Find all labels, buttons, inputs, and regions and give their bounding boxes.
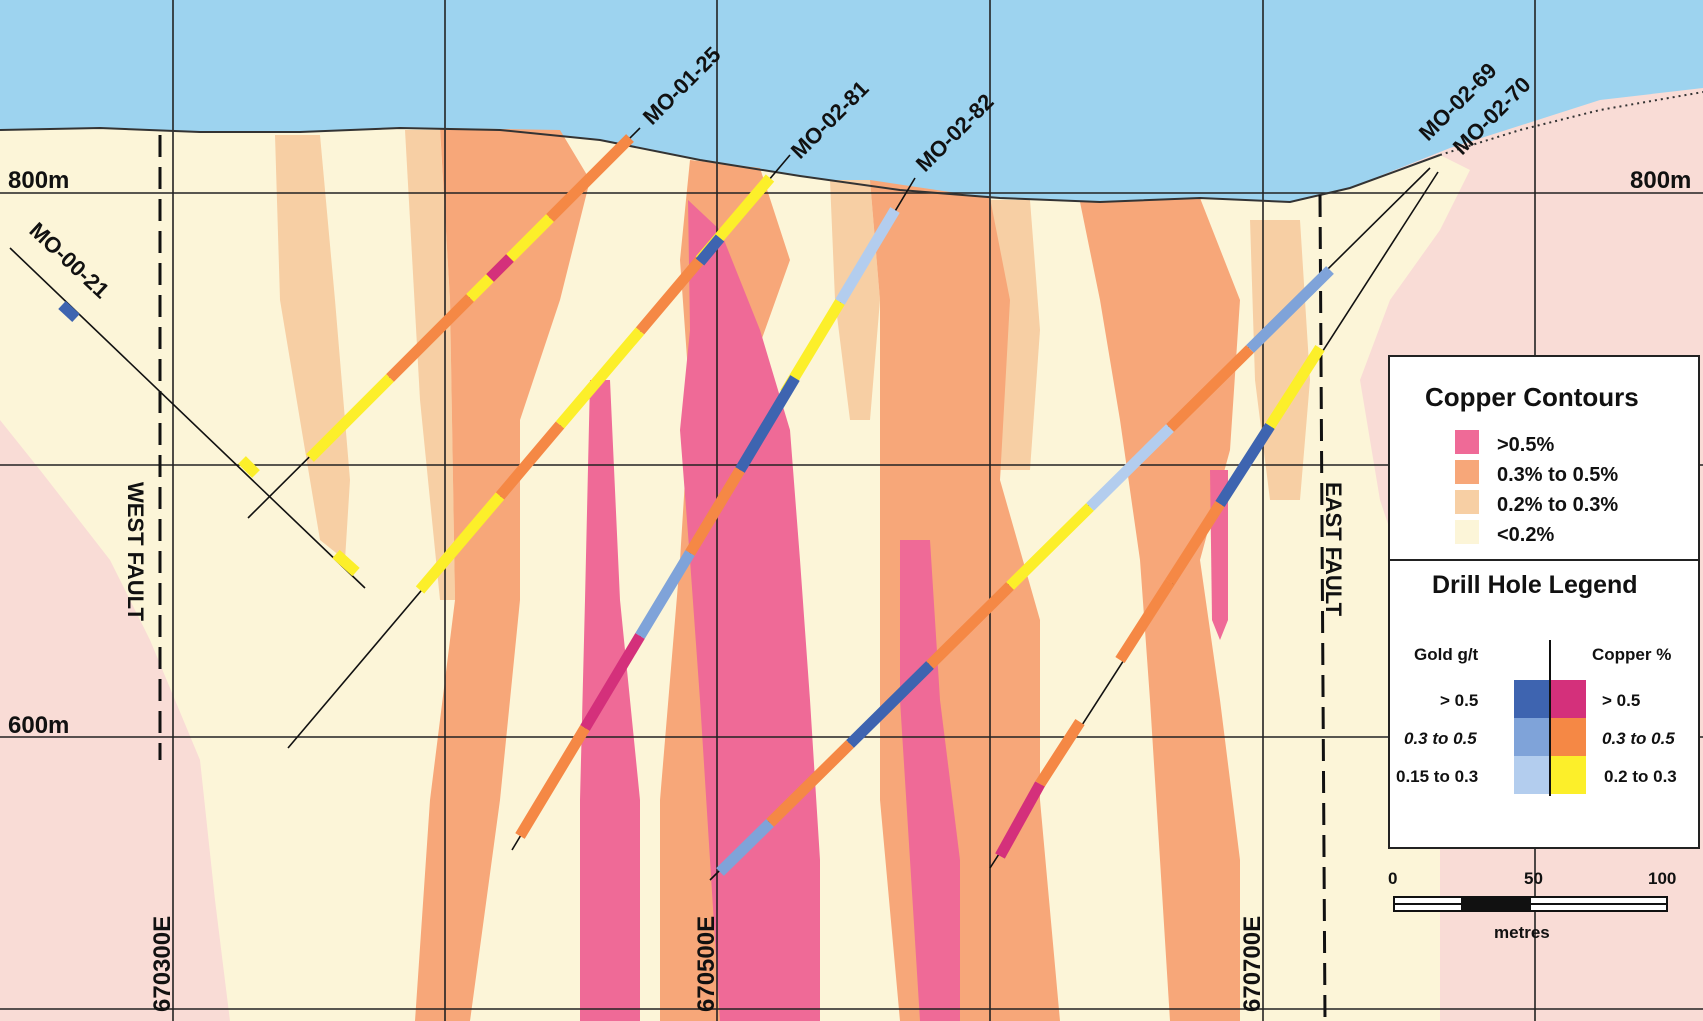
copper-swatch-0-3-0-5 — [1550, 718, 1586, 756]
interval-mo-01-25-b — [466, 214, 554, 302]
interval-mo-02-69-c — [1086, 424, 1174, 511]
contour-swatch-gt-0-5 — [1455, 430, 1479, 454]
contour-swatch-0-2-0-3 — [1455, 490, 1479, 514]
east-fault-line — [1318, 194, 1327, 1021]
interval-mo-01-25-e — [486, 254, 514, 282]
interval-mo-02-69-h — [716, 819, 774, 876]
interval-mo-02-69-d — [1006, 503, 1094, 590]
gold-swatch-0-3-0-5 — [1514, 718, 1550, 756]
copper-contours-title: Copper Contours — [1425, 382, 1639, 412]
elevation-label-right-800: 800m — [1630, 167, 1691, 194]
contour-label-0-3-0-5: 0.3% to 0.5% — [1497, 464, 1618, 486]
interval-mo-01-25-a — [546, 134, 634, 222]
gold-label-0-15-0-3: 0.15 to 0.3 — [1396, 767, 1478, 786]
interval-mo-01-25-c — [386, 294, 474, 382]
copper-header: Copper % — [1592, 645, 1671, 664]
interval-mo-02-82-a — [835, 207, 900, 305]
interval-mo-02-69-b — [1166, 345, 1254, 432]
interval-mo-02-69-e — [926, 582, 1014, 669]
drill-intervals — [58, 134, 1334, 876]
contour-label-lt-0-2: <0.2% — [1497, 524, 1554, 546]
scale-tick-100: 100 — [1648, 869, 1676, 888]
gold-label-0-3-0-5: 0.3 to 0.5 — [1404, 729, 1477, 748]
interval-mo-02-81-b — [635, 256, 705, 335]
interval-mo-02-70-c — [1165, 501, 1225, 585]
scale-unit: metres — [1494, 923, 1550, 942]
topography-line — [0, 126, 1441, 204]
interval-mo-02-69-a — [1246, 266, 1334, 353]
gold-swatch-gt-0-5 — [1514, 680, 1550, 718]
interval-mo-02-70-b — [1215, 423, 1275, 507]
east-fault-label: EAST FAULT — [1321, 482, 1346, 617]
copper-label-0-3-0-5: 0.3 to 0.5 — [1602, 729, 1675, 748]
gold-swatch-0-15-0-3 — [1514, 756, 1550, 794]
elevation-label-left-800: 800m — [8, 167, 69, 194]
drill-hole-legend-title: Drill Hole Legend — [1432, 571, 1638, 599]
interval-mo-02-69-f — [846, 661, 934, 748]
interval-mo-02-82-f — [580, 633, 645, 731]
interval-mo-00-21-c — [332, 549, 360, 577]
interval-mo-02-70-f — [995, 781, 1045, 859]
copper-swatch-0-2-0-3 — [1550, 756, 1586, 794]
interval-mo-02-70-a — [1265, 345, 1325, 429]
easting-label-670700e: 670700E — [1239, 916, 1266, 1012]
gold-header: Gold g/t — [1414, 645, 1479, 664]
contour-swatch-lt-0-2 — [1455, 520, 1479, 544]
copper-label-0-2-0-3: 0.2 to 0.3 — [1604, 767, 1677, 786]
interval-mo-00-21-a — [58, 300, 80, 323]
contour-label-0-2-0-3: 0.2% to 0.3% — [1497, 494, 1618, 516]
copper-label-gt-0-5: > 0.5 — [1602, 691, 1640, 710]
easting-label-670500e: 670500E — [693, 916, 720, 1012]
interval-mo-01-25-d — [306, 374, 394, 462]
legend: Copper Contours >0.5% 0.3% to 0.5% 0.2% … — [1388, 355, 1700, 849]
contour-swatch-0-3-0-5 — [1455, 460, 1479, 484]
scale-bar: 0 50 100 metres — [1388, 869, 1676, 942]
easting-label-670300e: 670300E — [149, 916, 176, 1012]
sky-area — [0, 0, 1703, 202]
interval-mo-02-81-f — [695, 234, 725, 266]
interval-mo-02-82-d — [685, 467, 745, 556]
copper-swatch-gt-0-5 — [1550, 680, 1586, 718]
elevation-label-left-600: 600m — [8, 712, 69, 739]
interval-mo-02-82-c — [735, 375, 800, 473]
scale-tick-0: 0 — [1388, 869, 1397, 888]
interval-mo-02-69-g — [766, 740, 854, 827]
west-fault-label: WEST FAULT — [123, 482, 148, 621]
interval-mo-02-81-d — [495, 421, 565, 500]
interval-mo-00-21-b — [238, 456, 260, 478]
interval-mo-02-70-d — [1115, 579, 1175, 663]
interval-mo-02-70-e — [1035, 719, 1085, 787]
contour-label-gt-0-5: >0.5% — [1497, 434, 1554, 456]
interval-mo-02-81-c — [555, 327, 645, 429]
interval-mo-02-82-e — [635, 550, 695, 639]
scale-tick-50: 50 — [1524, 869, 1543, 888]
interval-mo-02-82-g — [515, 725, 590, 839]
gold-label-gt-0-5: > 0.5 — [1440, 691, 1478, 710]
interval-mo-02-81-e — [415, 492, 505, 594]
